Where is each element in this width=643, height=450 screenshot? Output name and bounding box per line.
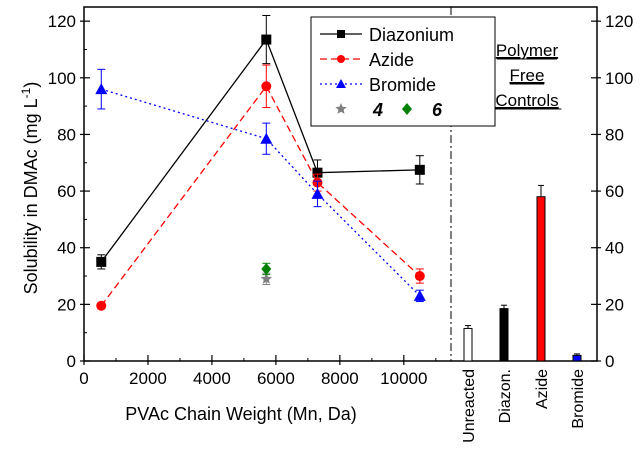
x-tick-label: 8000 <box>321 369 359 388</box>
data-point <box>96 256 107 267</box>
data-point <box>336 79 346 88</box>
control-bar <box>499 308 509 362</box>
plot-frame <box>83 6 598 362</box>
data-point <box>312 167 323 178</box>
x-tick-label: 4000 <box>193 369 231 388</box>
control-category-label: Diazon. <box>497 369 514 423</box>
control-bar <box>463 327 473 362</box>
data-point <box>260 272 272 284</box>
legend-label: 6 <box>432 100 443 120</box>
control-bar <box>572 354 582 362</box>
series-line <box>100 38 420 263</box>
controls-panel: Unreacted Diazon. Azide Bromide Polymer Free C… <box>461 41 587 443</box>
series-azide <box>96 64 425 311</box>
controls-title-line: Polymer <box>496 41 559 60</box>
right-y-tick-label: 100 <box>605 69 633 88</box>
right-y-tick-label: 120 <box>605 12 633 31</box>
x-axis-label: PVAc Chain Weight (Mn, Da) <box>125 404 356 424</box>
point-6 <box>261 262 272 276</box>
right-y-tick-label: 80 <box>605 125 624 144</box>
legend: Diazonium Azide Bromide 4 6 <box>310 16 496 127</box>
y-tick-label: 120 <box>48 12 76 31</box>
y-axis-label: Solubility in DMAc (mg L-1) <box>19 82 41 295</box>
data-point <box>311 187 324 199</box>
legend-label: Diazonium <box>369 25 454 45</box>
control-category-label: Azide <box>534 369 551 409</box>
y-tick-label: 60 <box>57 182 76 201</box>
y-tick-label: 80 <box>57 125 76 144</box>
data-point <box>335 103 347 114</box>
right-y-tick-label: 40 <box>605 239 624 258</box>
legend-label: Azide <box>369 50 414 70</box>
data-point <box>96 300 107 311</box>
y-tick-label: 40 <box>57 239 76 258</box>
data-point <box>402 103 412 115</box>
series-bromide <box>95 68 426 303</box>
x-tick-label: 6000 <box>257 369 295 388</box>
series-diazonium <box>96 14 425 270</box>
data-point <box>337 55 345 63</box>
series-line <box>101 88 421 297</box>
data-point <box>260 132 273 144</box>
right-y-tick-label: 60 <box>605 182 624 201</box>
y-tick-label: 0 <box>67 352 76 371</box>
control-category-label: Unreacted <box>461 369 478 443</box>
data-point <box>95 83 108 95</box>
control-bar <box>536 196 546 362</box>
data-point <box>261 34 272 45</box>
x-tick-label: 10000 <box>380 369 427 388</box>
controls-title-line: Controls <box>495 91 558 110</box>
x-tick-label: 2000 <box>129 369 167 388</box>
data-point <box>414 164 425 175</box>
data-point <box>337 30 345 38</box>
control-category-label: Bromide <box>570 369 587 429</box>
x-tick-label: 0 <box>79 369 88 388</box>
controls-title-line: Free <box>510 66 545 85</box>
main-plot-area <box>95 14 426 311</box>
data-point <box>413 289 426 301</box>
right-y-tick-label: 0 <box>605 352 614 371</box>
y-tick-label: 100 <box>48 69 76 88</box>
y-tick-label: 20 <box>57 295 76 314</box>
legend-label: Bromide <box>369 75 436 95</box>
data-point <box>261 81 272 92</box>
data-point <box>261 262 272 275</box>
legend-label: 4 <box>372 100 383 120</box>
data-point <box>414 271 425 282</box>
main-axes: 0 2000 4000 6000 8000 10000 0 20 40 60 80 100 120 0 20… <box>48 6 633 388</box>
right-y-tick-label: 20 <box>605 295 624 314</box>
series-line <box>100 85 421 307</box>
